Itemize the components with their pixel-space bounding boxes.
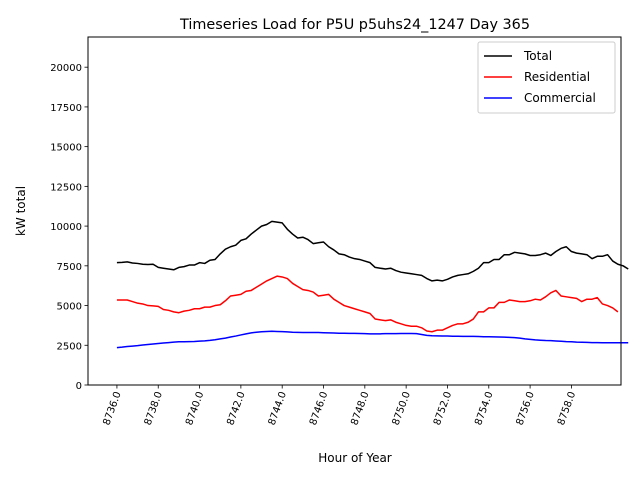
legend-frame — [477, 41, 616, 114]
x-axis-label: Hour of Year — [318, 451, 392, 465]
y-tick-label: 7500 — [57, 262, 82, 273]
y-axis-label: kW total — [14, 186, 28, 236]
x-tick-label: 8744.0 — [267, 390, 289, 427]
legend-label-commercial: Commercial — [524, 91, 596, 105]
x-tick-label: 8758.0 — [556, 390, 578, 427]
y-tick-label: 0 — [76, 381, 82, 392]
x-axis-ticks: 8736.0 8738.0 8740.0 8742.0 8744.0 8746.0 8748… — [101, 385, 578, 427]
x-tick-label: 8754.0 — [473, 390, 495, 427]
x-tick-label: 8748.0 — [349, 390, 371, 427]
y-tick-label: 2500 — [57, 341, 82, 352]
plot-series — [116, 220, 629, 349]
series-line-commercial — [116, 330, 629, 349]
series-line-residential — [116, 275, 619, 333]
y-tick-label: 5000 — [57, 302, 82, 313]
x-tick-label: 8750.0 — [391, 390, 413, 427]
plot-area-frame — [87, 36, 622, 386]
series-line-total — [116, 220, 629, 282]
y-tick-label: 15000 — [50, 143, 82, 154]
x-tick-label: 8752.0 — [432, 390, 454, 427]
y-tick-label: 20000 — [50, 63, 82, 74]
x-tick-label: 8738.0 — [143, 390, 165, 427]
x-tick-label: 8756.0 — [515, 390, 537, 427]
legend-label-total: Total — [523, 49, 552, 63]
x-tick-label: 8742.0 — [225, 390, 247, 427]
x-tick-label: 8740.0 — [184, 390, 206, 427]
y-tick-label: 10000 — [50, 222, 82, 233]
y-tick-label: 17500 — [50, 103, 82, 114]
legend: Total Residential Commercial — [477, 41, 616, 114]
legend-label-residential: Residential — [524, 70, 590, 84]
y-axis-ticks: 0 2500 5000 7500 10000 12500 15000 17500 20000 — [50, 63, 88, 392]
x-tick-label: 8736.0 — [101, 390, 123, 427]
x-tick-label: 8746.0 — [308, 390, 330, 427]
chart-title: Timeseries Load for P5U p5uhs24_1247 Day… — [179, 17, 530, 33]
y-tick-label: 12500 — [50, 182, 82, 193]
